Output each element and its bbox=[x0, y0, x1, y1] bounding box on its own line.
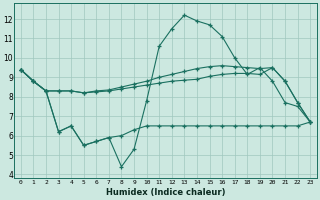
X-axis label: Humidex (Indice chaleur): Humidex (Indice chaleur) bbox=[106, 188, 225, 197]
